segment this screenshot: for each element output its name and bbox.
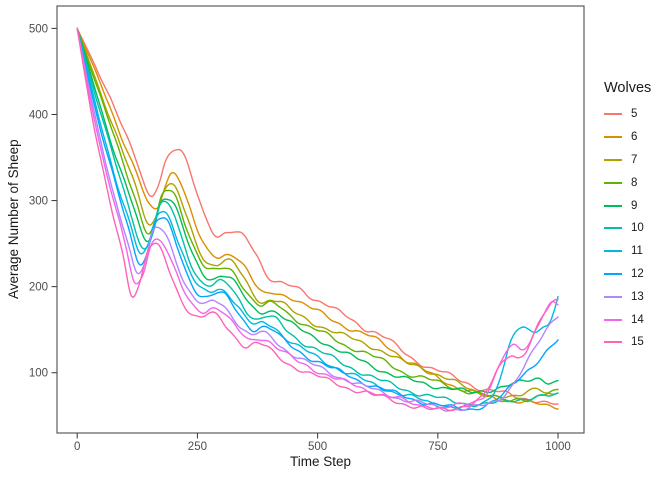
x-axis-title: Time Step — [289, 454, 352, 469]
legend-item-14: 14 — [604, 308, 651, 331]
legend-swatch-6 — [604, 136, 622, 139]
series-line-8 — [76, 27, 559, 403]
legend-item-13: 13 — [604, 285, 651, 308]
legend-swatch-13 — [604, 295, 622, 298]
x-tick-label: 0 — [74, 441, 80, 453]
legend-swatch-9 — [604, 204, 622, 207]
series-line-13 — [76, 27, 559, 412]
legend-swatch-15 — [604, 341, 622, 344]
panel-border — [56, 5, 585, 434]
series-line-11 — [76, 27, 559, 409]
series-line-10 — [76, 27, 559, 408]
legend-label-14: 14 — [631, 313, 644, 326]
legend-swatch-14 — [604, 318, 622, 321]
legend-label-5: 5 — [631, 108, 638, 121]
legend-label-11: 11 — [631, 245, 643, 258]
legend-item-10: 10 — [604, 217, 651, 240]
series-line-9 — [76, 27, 559, 394]
y-tick-label: 500 — [29, 23, 48, 35]
y-tick-label: 200 — [29, 282, 48, 294]
x-tick-label: 250 — [188, 441, 207, 453]
series-line-14 — [76, 27, 559, 411]
legend-label-9: 9 — [631, 199, 638, 212]
legend-swatch-5 — [604, 113, 622, 116]
series-line-7 — [76, 27, 559, 399]
legend-label-6: 6 — [631, 131, 638, 144]
legend-swatch-7 — [604, 158, 622, 161]
x-tick-label: 1000 — [545, 441, 571, 453]
legend-label-10: 10 — [631, 222, 644, 235]
series-line-12 — [76, 27, 559, 411]
legend-swatch-8 — [604, 181, 622, 184]
legend-item-11: 11 — [604, 240, 651, 263]
series-line-15 — [76, 27, 559, 412]
y-tick-label: 400 — [29, 109, 48, 121]
legend-swatch-11 — [604, 250, 622, 253]
series-line-5 — [76, 27, 559, 405]
axis-ticks: 0 250 500 750 1000 100 200 300 400 500 — [29, 23, 571, 453]
x-tick-label: 750 — [428, 441, 447, 453]
legend-label-12: 12 — [631, 267, 644, 280]
legend-item-5: 5 — [604, 103, 651, 126]
legend-item-15: 15 — [604, 331, 651, 354]
y-tick-label: 300 — [29, 196, 48, 208]
y-tick-label: 100 — [29, 368, 48, 380]
legend-label-8: 8 — [631, 176, 638, 189]
x-tick-label: 500 — [308, 441, 327, 453]
legend-item-8: 8 — [604, 171, 651, 194]
y-axis-title: Average Number of Sheep — [6, 139, 21, 300]
legend-swatch-12 — [604, 272, 622, 275]
legend-item-9: 9 — [604, 194, 651, 217]
legend-item-12: 12 — [604, 263, 651, 286]
series-lines — [76, 27, 559, 412]
legend-items: 5 6 7 8 9 10 11 12 13 14 15 — [604, 103, 651, 354]
legend-title: Wolves — [604, 80, 652, 96]
legend-label-7: 7 — [631, 153, 638, 166]
legend-label-13: 13 — [631, 290, 644, 303]
series-line-6 — [76, 27, 559, 410]
legend-swatch-10 — [604, 227, 622, 230]
legend-item-7: 7 — [604, 149, 651, 172]
legend: Wolves 5 6 7 8 9 10 11 12 13 14 15 — [604, 80, 651, 354]
legend-item-6: 6 — [604, 126, 651, 149]
legend-label-15: 15 — [631, 336, 644, 349]
